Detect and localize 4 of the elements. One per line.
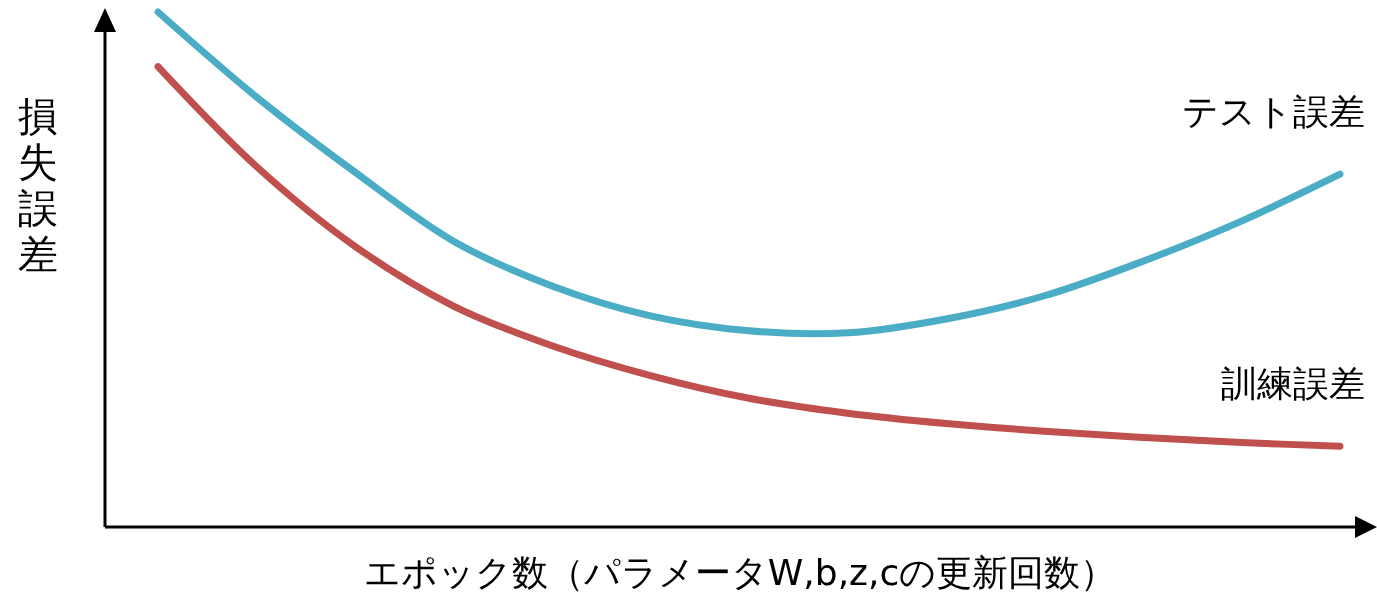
y-axis-title: 損失誤差 — [18, 93, 58, 277]
x-axis-title: エポック数（パラメータW,b,z,cの更新回数） — [363, 552, 1117, 593]
series-label: 訓練誤差 — [1221, 363, 1365, 405]
series-label: テスト誤差 — [1182, 91, 1365, 133]
